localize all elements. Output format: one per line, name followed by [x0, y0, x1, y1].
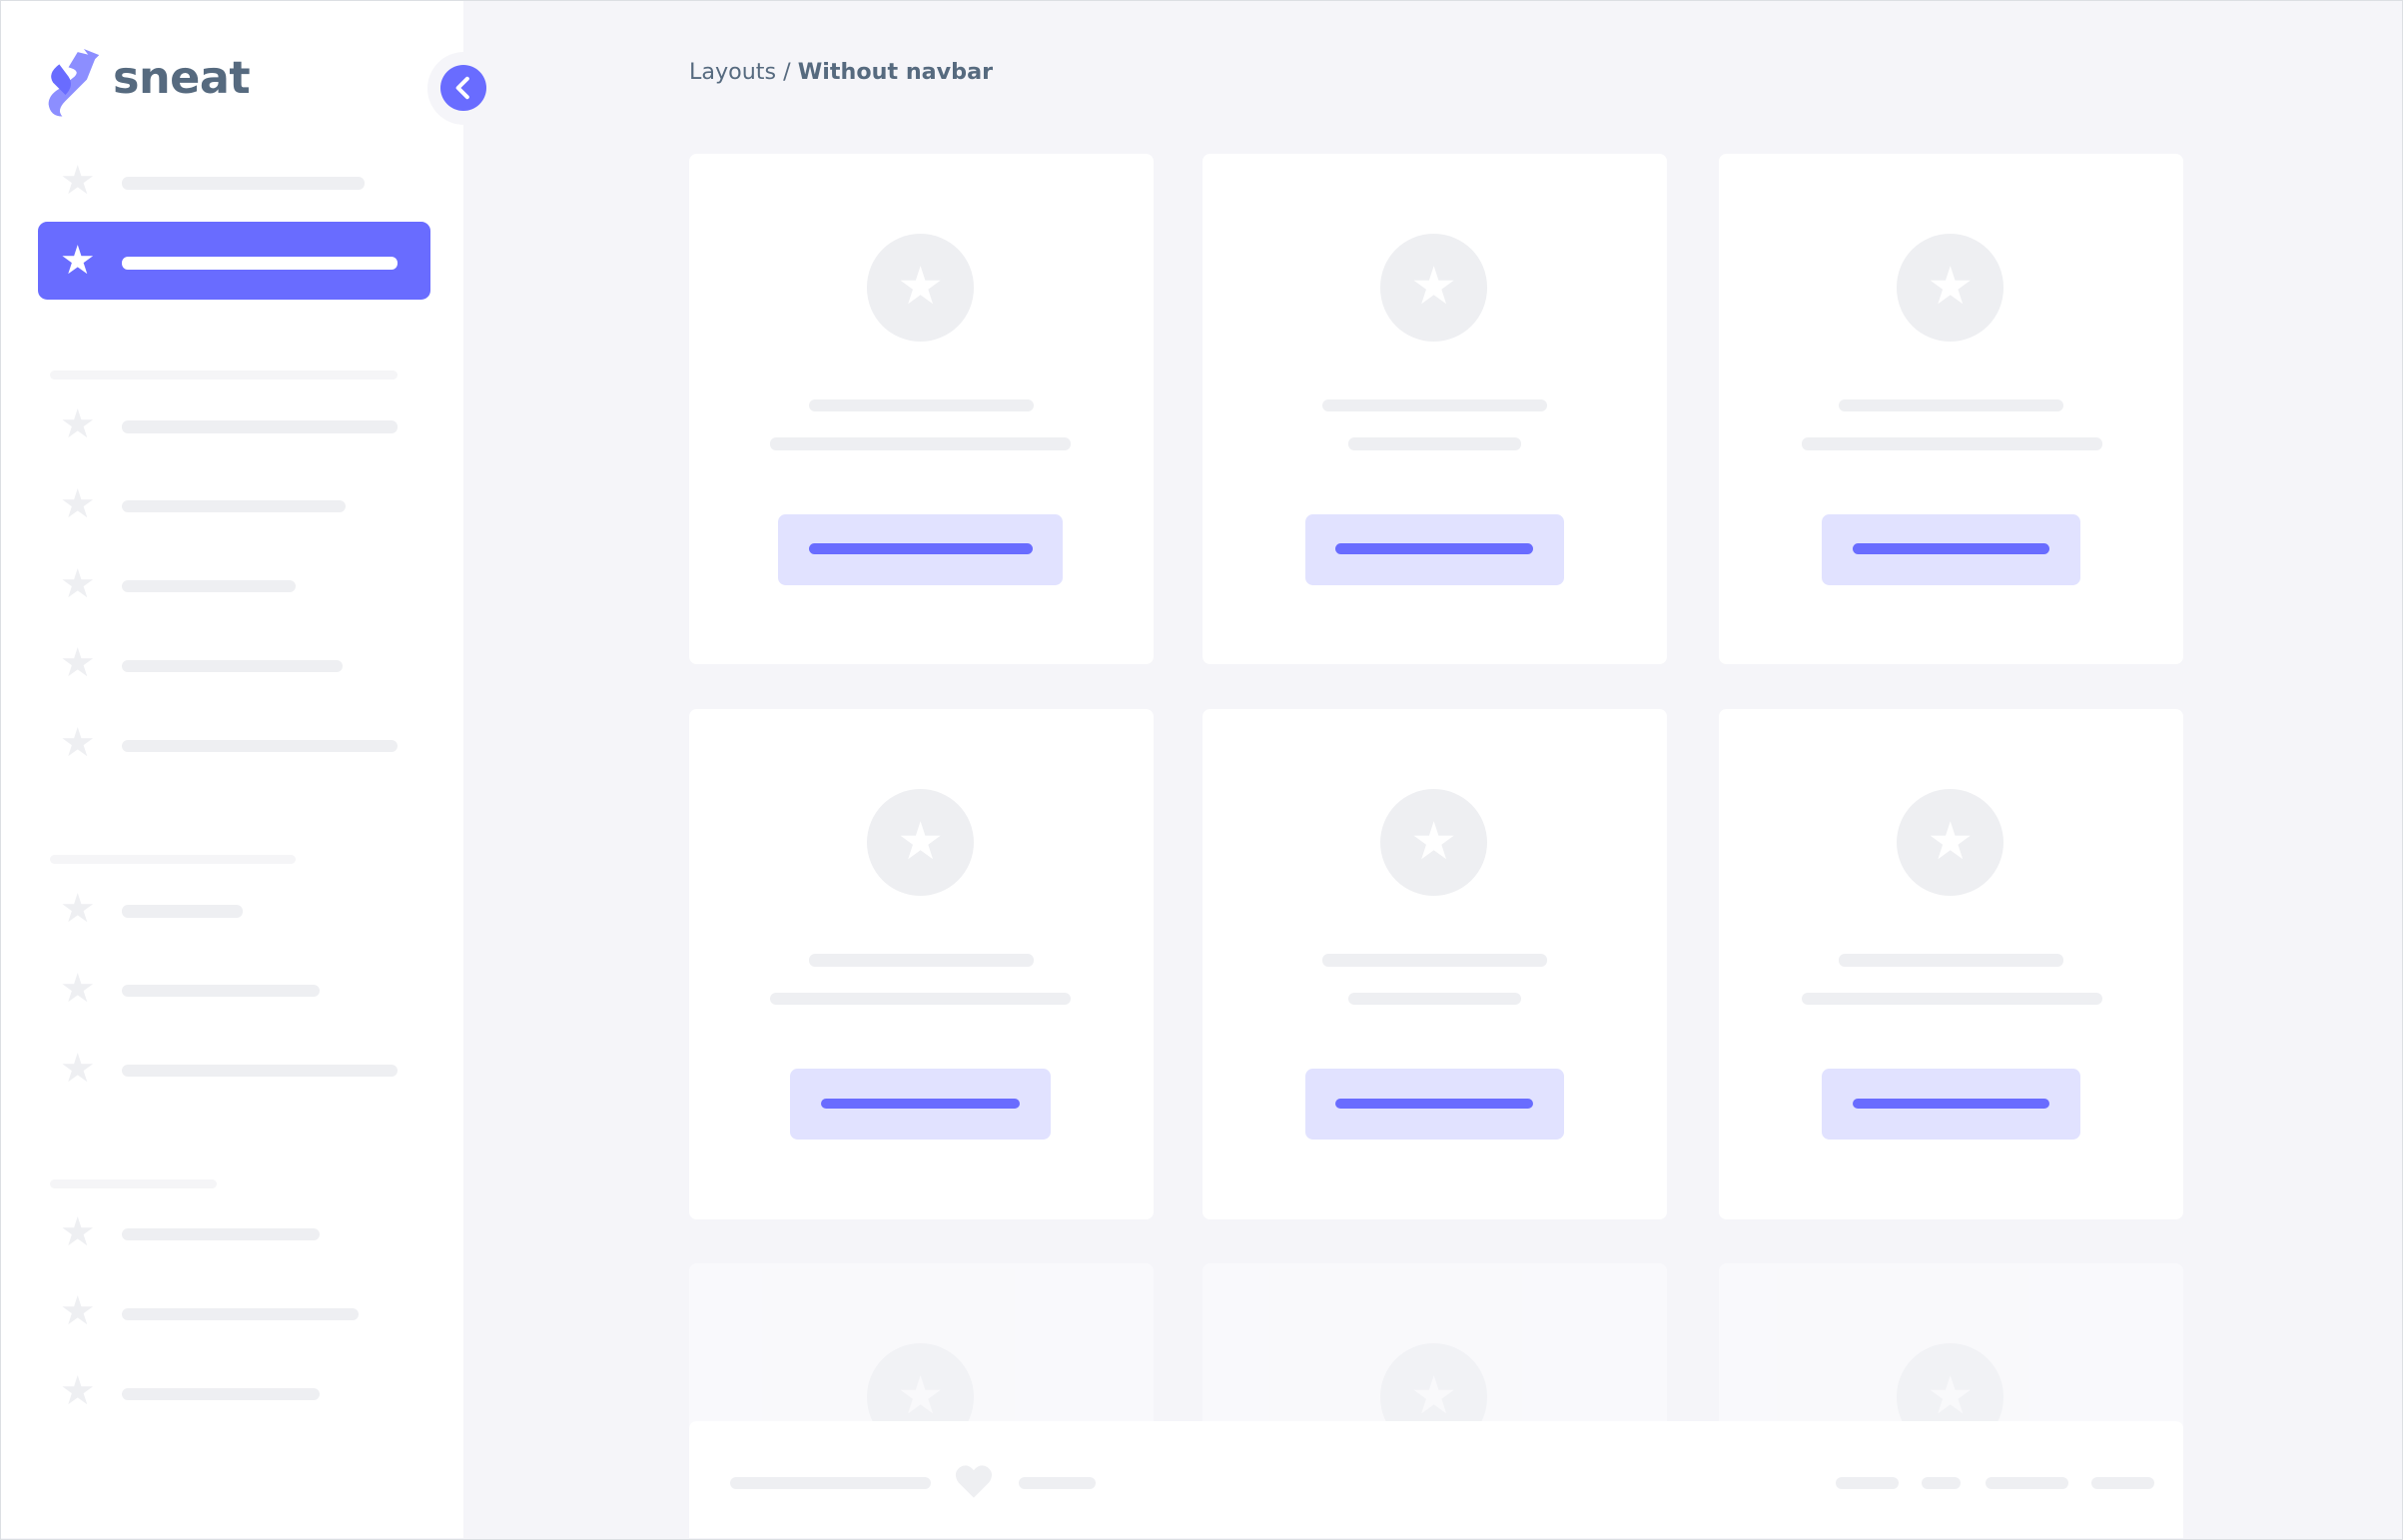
card-button[interactable] [1304, 1069, 1565, 1141]
footer-link[interactable] [1986, 1476, 2068, 1489]
card-button[interactable] [1821, 1069, 2081, 1141]
card: ★ [1202, 708, 1667, 1219]
card-title-placeholder [1321, 954, 1548, 967]
card: ★ [688, 708, 1154, 1219]
sidebar-item-label-placeholder[interactable] [122, 257, 399, 270]
sidebar: sneat ★ ★ ★ ★ ★ ★ ★ ★ ★ ★ ★ ★ ★ [1, 1, 464, 1538]
sidebar-item-label-placeholder[interactable] [122, 905, 244, 918]
breadcrumb-current: Without navbar [797, 59, 994, 86]
card-button[interactable] [777, 514, 1064, 585]
card-button-label-placeholder [808, 543, 1033, 554]
card-text-placeholder [1801, 992, 2102, 1006]
star-icon: ★ [59, 965, 96, 1012]
heart-icon [956, 1465, 993, 1499]
star-icon: ★ [59, 720, 96, 767]
breadcrumb-separator: / [776, 59, 798, 86]
sidebar-item-label-placeholder[interactable] [122, 500, 347, 513]
sidebar-item-label-placeholder[interactable] [122, 1387, 321, 1400]
brand-name: sneat [113, 52, 251, 104]
card-button-label-placeholder [1852, 543, 2050, 554]
sidebar-item-label-placeholder[interactable] [122, 1064, 399, 1078]
breadcrumb-parent[interactable]: Layouts [688, 59, 777, 86]
star-icon: ★ [59, 560, 96, 607]
sidebar-section-header-placeholder [50, 1178, 218, 1189]
card-button[interactable] [790, 1069, 1052, 1141]
footer-link[interactable] [1835, 1476, 1899, 1489]
star-icon: ★ [59, 1368, 96, 1415]
card-title-placeholder [1838, 954, 2064, 967]
star-icon: ★ [59, 1045, 96, 1092]
card-text-placeholder [1347, 992, 1522, 1006]
star-icon: ★ [59, 480, 96, 527]
card-button[interactable] [1821, 514, 2081, 585]
star-icon: ★ [59, 237, 96, 284]
sidebar-section-header-placeholder [50, 854, 296, 864]
sidebar-item-label-placeholder[interactable] [122, 177, 365, 190]
star-icon: ★ [59, 1288, 96, 1335]
star-icon: ★ [59, 640, 96, 687]
sidebar-item-label-placeholder[interactable] [122, 580, 296, 593]
chevron-left-icon [456, 77, 470, 100]
card-button-label-placeholder [820, 1098, 1021, 1110]
star-icon: ★ [866, 788, 975, 897]
card: ★ [1719, 154, 2183, 665]
card: ★ [688, 154, 1154, 665]
sidebar-item-label-placeholder[interactable] [122, 739, 399, 752]
star-icon: ★ [866, 234, 975, 342]
footer [688, 1421, 2183, 1538]
card-button-label-placeholder [1335, 1098, 1534, 1110]
card: ★ [1719, 708, 2183, 1219]
card-button-label-placeholder [1852, 1098, 2050, 1110]
card-text-placeholder [770, 992, 1071, 1006]
star-icon: ★ [59, 885, 96, 932]
card-title-placeholder [1321, 398, 1548, 412]
sidebar-item-label-placeholder[interactable] [122, 1307, 359, 1321]
breadcrumb: Layouts / Without navbar [689, 59, 993, 86]
footer-link[interactable] [1921, 1476, 1962, 1489]
card-text-placeholder [1801, 437, 2102, 450]
sidebar-item-label-placeholder[interactable] [122, 985, 321, 998]
card: ★ [1202, 154, 1667, 665]
sidebar-section-header-placeholder [50, 370, 399, 380]
star-icon: ★ [1897, 788, 2004, 897]
star-icon: ★ [59, 401, 96, 448]
card-text-placeholder [770, 437, 1071, 450]
sidebar-item-label-placeholder[interactable] [122, 420, 399, 433]
card-button-label-placeholder [1335, 543, 1534, 554]
star-icon: ★ [1379, 234, 1488, 342]
star-icon: ★ [1897, 234, 2004, 342]
star-icon: ★ [1379, 788, 1488, 897]
star-icon: ★ [59, 1208, 96, 1255]
footer-link[interactable] [2090, 1476, 2154, 1489]
card-button[interactable] [1304, 514, 1565, 585]
footer-text-placeholder [730, 1476, 932, 1489]
card-title-placeholder [1838, 398, 2064, 412]
sidebar-toggle-button[interactable] [440, 65, 487, 112]
card-title-placeholder [808, 954, 1035, 967]
sidebar-item-label-placeholder[interactable] [122, 1228, 321, 1241]
sidebar-item-label-placeholder[interactable] [122, 659, 344, 673]
card-text-placeholder [1347, 437, 1522, 450]
footer-text-placeholder [1018, 1476, 1096, 1489]
sneat-logo-icon [48, 48, 100, 117]
star-icon: ★ [59, 158, 96, 205]
card-title-placeholder [808, 398, 1035, 412]
